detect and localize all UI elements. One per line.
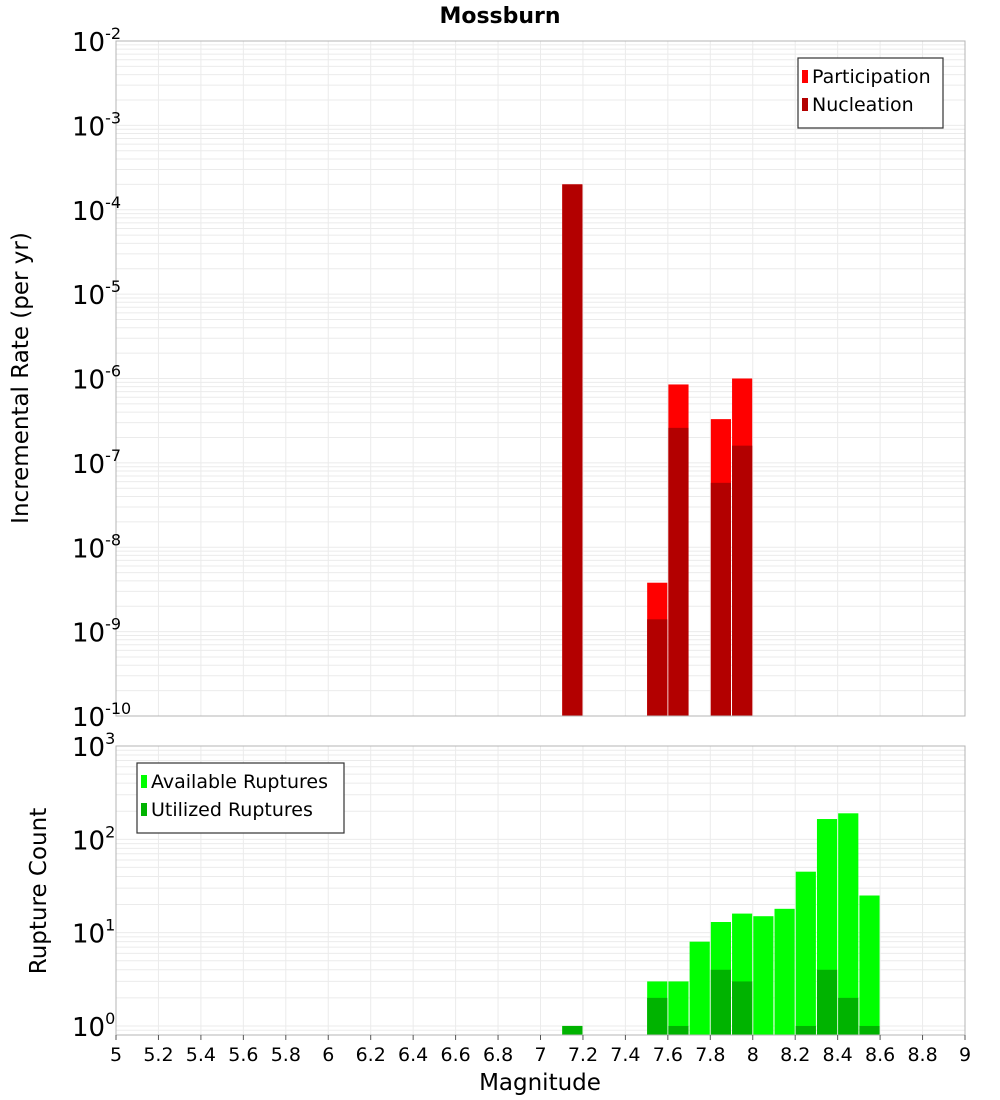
top-legend: Participation Nucleation (797, 57, 944, 129)
x-tick-label: 5 (110, 1044, 122, 1066)
chart-title: Mossburn (439, 4, 560, 29)
bar-available-ruptures (795, 871, 816, 1035)
y-tick-label: 102 (72, 822, 115, 856)
bar-available-ruptures (753, 916, 774, 1035)
legend-label: Available Ruptures (151, 771, 328, 793)
x-tick-label: 8.6 (865, 1044, 895, 1066)
top-plot-frame (115, 40, 966, 717)
y-tick-label: 10-4 (72, 193, 121, 227)
y-tick-label: 10-6 (72, 362, 121, 396)
bar-nucleation (668, 427, 689, 716)
bar-utilized-ruptures (562, 1025, 583, 1035)
bar-nucleation (562, 184, 583, 717)
x-tick-label: 6.2 (356, 1044, 386, 1066)
bar-available-ruptures (689, 941, 710, 1035)
legend-label: Participation (812, 66, 931, 88)
legend-box (136, 762, 345, 834)
bar-utilized-ruptures (795, 1025, 816, 1035)
y-tick-label: 10-9 (72, 615, 121, 649)
bottom-y-axis-label: Rupture Count (26, 808, 52, 974)
x-tick-label: 7.4 (610, 1044, 640, 1066)
bottom-y-tick-labels: 103 102 101 100 (72, 729, 115, 1043)
x-tick-label: 8 (747, 1044, 759, 1066)
bar-nucleation (710, 482, 731, 716)
y-tick-label: 10-8 (72, 530, 121, 564)
bar-utilized-ruptures (732, 981, 753, 1035)
y-tick-label: 10-10 (72, 699, 131, 733)
x-tick-label: 5.6 (228, 1044, 258, 1066)
bar-available-ruptures (668, 981, 689, 1035)
bar-available-ruptures (838, 813, 859, 1035)
top-gridlines (115, 40, 966, 717)
legend-swatch (141, 803, 147, 816)
top-plot-area: 10-2 10-3 10-4 10-5 10-6 10-7 10-8 10-9 10-10 Pa… (72, 24, 966, 733)
x-tick-label: 5.8 (271, 1044, 301, 1066)
x-tick-label: 9 (959, 1044, 971, 1066)
bottom-bars (562, 813, 880, 1035)
top-y-tick-labels: 10-2 10-3 10-4 10-5 10-6 10-7 10-8 10-9 10-10 (72, 24, 131, 733)
bar-nucleation (647, 619, 668, 716)
x-axis-label: Magnitude (479, 1070, 601, 1096)
x-tick-label: 8.4 (823, 1044, 853, 1066)
bar-available-ruptures (859, 895, 880, 1035)
bar-utilized-ruptures (647, 997, 668, 1035)
x-tick-label: 7.6 (653, 1044, 683, 1066)
legend-swatch (802, 70, 808, 83)
x-tick-label: 8.8 (907, 1044, 937, 1066)
x-tick-label: 8.2 (780, 1044, 810, 1066)
y-tick-label: 101 (72, 916, 115, 950)
y-tick-label: 100 (72, 1009, 115, 1043)
bar-utilized-ruptures (838, 997, 859, 1035)
top-y-axis-label: Incremental Rate (per yr) (8, 232, 34, 524)
x-tick-label: 6 (322, 1044, 334, 1066)
x-tick-labels: 5 5.2 5.4 5.6 5.8 6 6.2 6.4 6.6 6.8 7 7.2 7.4 7.6 7.8 8… (110, 1035, 971, 1066)
bar-utilized-ruptures (816, 969, 838, 1035)
legend-swatch (141, 775, 147, 788)
bottom-legend: Available Ruptures Utilized Ruptures (136, 762, 345, 834)
x-tick-label: 6.4 (398, 1044, 428, 1066)
bar-available-ruptures (774, 908, 795, 1035)
x-tick-label: 7.8 (695, 1044, 725, 1066)
y-tick-label: 103 (72, 729, 115, 763)
x-tick-label: 5.2 (143, 1044, 173, 1066)
x-tick-label: 5.4 (186, 1044, 216, 1066)
legend-label: Nucleation (812, 94, 914, 116)
legend-swatch (802, 98, 808, 111)
y-tick-label: 10-2 (72, 24, 121, 58)
bar-utilized-ruptures (668, 1025, 689, 1035)
y-tick-label: 10-7 (72, 446, 121, 480)
top-bars (562, 184, 753, 717)
x-tick-label: 7.2 (568, 1044, 598, 1066)
bar-utilized-ruptures (859, 1025, 880, 1035)
bar-nucleation (732, 445, 753, 716)
x-tick-label: 6.8 (483, 1044, 513, 1066)
bar-utilized-ruptures (710, 969, 731, 1035)
x-tick-label: 6.6 (440, 1044, 470, 1066)
legend-box (797, 57, 944, 129)
y-tick-label: 10-5 (72, 277, 121, 311)
x-tick-label: 7 (534, 1044, 546, 1066)
legend-label: Utilized Ruptures (151, 799, 313, 821)
bottom-plot-area: 103 102 101 100 5 5.2 5.4 5.6 5.8 6 6.2 6.4 6.6 6.8 7… (72, 729, 971, 1066)
y-tick-label: 10-3 (72, 108, 121, 142)
